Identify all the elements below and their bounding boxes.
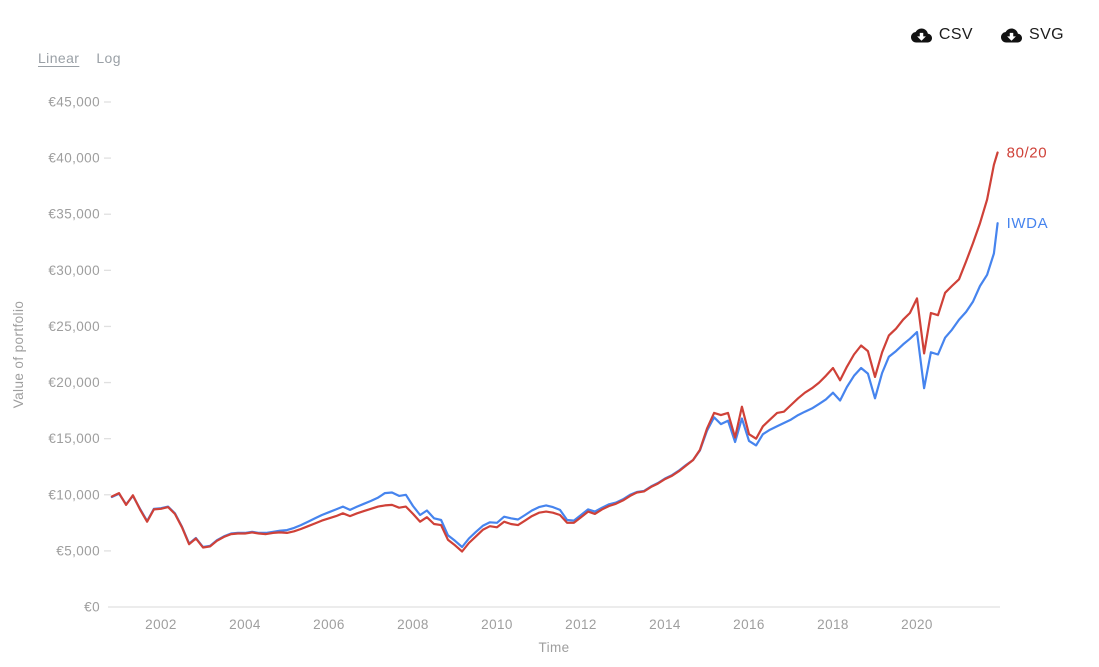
scale-toggle: Linear Log — [38, 50, 121, 66]
y-tick-label: €45,000 — [48, 95, 100, 110]
x-tick-label: 2016 — [733, 617, 765, 632]
x-tick-label: 2012 — [565, 617, 597, 632]
series-label-80-20: 80/20 — [1007, 145, 1048, 162]
x-tick-label: 2014 — [649, 617, 681, 632]
cloud-download-icon — [1001, 28, 1022, 43]
x-axis-title: Time — [538, 640, 569, 655]
y-axis-title: Value of portfolio — [11, 301, 26, 409]
svg-download-button[interactable]: SVG — [998, 24, 1067, 46]
y-tick-label: €5,000 — [56, 543, 100, 558]
x-tick-label: 2006 — [313, 617, 345, 632]
y-tick-label: €40,000 — [48, 151, 100, 166]
y-tick-label: €25,000 — [48, 319, 100, 334]
x-tick-label: 2010 — [481, 617, 513, 632]
log-scale-link[interactable]: Log — [96, 50, 121, 66]
x-tick-label: 2018 — [817, 617, 849, 632]
svg-button-label: SVG — [1029, 26, 1064, 43]
series-label-iwda: IWDA — [1007, 215, 1049, 232]
series-line-80-20 — [110, 151, 999, 553]
x-tick-label: 2020 — [901, 617, 933, 632]
linear-scale-link[interactable]: Linear — [38, 50, 80, 66]
x-tick-label: 2002 — [145, 617, 177, 632]
y-tick-label: €15,000 — [48, 431, 100, 446]
csv-button-label: CSV — [938, 26, 973, 43]
x-tick-label: 2004 — [229, 617, 261, 632]
download-buttons: CSV SVG — [908, 24, 1067, 46]
y-tick-label: €0 — [84, 600, 100, 615]
x-tick-label: 2008 — [397, 617, 429, 632]
y-tick-label: €35,000 — [48, 207, 100, 222]
y-tick-label: €10,000 — [48, 487, 100, 502]
series-line-iwda — [110, 222, 999, 549]
cloud-download-icon — [910, 28, 932, 43]
y-tick-label: €20,000 — [48, 375, 100, 390]
csv-download-button[interactable]: CSV — [908, 24, 976, 46]
y-tick-label: €30,000 — [48, 263, 100, 278]
